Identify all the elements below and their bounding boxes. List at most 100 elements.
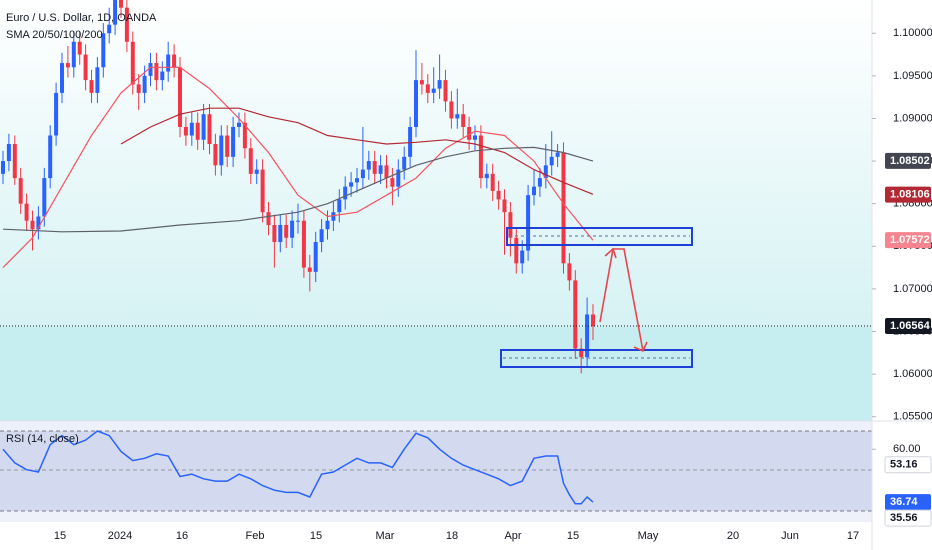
candle-body	[189, 122, 194, 136]
candle-body	[573, 280, 578, 349]
price-label: 36.74	[890, 496, 918, 508]
candle-body	[89, 80, 94, 93]
candle-body	[296, 220, 300, 222]
candle-body	[537, 178, 542, 187]
candle-body	[543, 165, 548, 179]
candle-body	[419, 80, 424, 85]
candle-body	[355, 178, 359, 183]
candle-body	[119, 0, 123, 8]
candle-body	[101, 33, 106, 68]
candle-body	[6, 144, 11, 162]
candle-body	[178, 67, 182, 127]
x-tick-label: Jun	[781, 530, 799, 542]
candle-body	[496, 190, 501, 200]
y-tick-label: 1.09500	[893, 70, 932, 82]
candle-body	[71, 41, 76, 68]
pane-background-low	[0, 327, 872, 421]
candle-body	[172, 54, 177, 68]
candle-body	[130, 41, 135, 85]
candle-body	[467, 126, 472, 140]
candle-body	[183, 126, 188, 136]
candle-body	[437, 80, 442, 89]
candle-body	[284, 224, 289, 238]
candle-body	[414, 80, 418, 127]
candle-body	[514, 237, 519, 264]
candle-body	[390, 178, 395, 187]
candle-body	[213, 144, 218, 166]
candle-body	[36, 216, 41, 230]
candle-body	[225, 135, 230, 157]
candle-body	[402, 156, 407, 170]
candle-body	[337, 199, 342, 213]
candle-body	[166, 54, 171, 72]
candle-body	[366, 161, 371, 170]
candle-body	[77, 41, 82, 55]
x-tick-label: 2024	[108, 530, 132, 542]
candle-body	[325, 220, 330, 230]
candle-body	[455, 114, 460, 119]
x-tick-label: Feb	[246, 530, 265, 542]
resistance-zone	[506, 227, 693, 246]
chart-title: Euro / U.S. Dollar, 1D, OANDA	[6, 12, 157, 24]
x-tick-label: 18	[446, 530, 458, 542]
candle-body	[396, 169, 401, 187]
candle-body	[360, 169, 365, 179]
price-label: 35.56	[890, 512, 918, 524]
candle-body	[48, 135, 53, 179]
moving-average	[120, 107, 594, 195]
candle-body	[42, 178, 47, 217]
rsi-title: RSI (14, close)	[6, 433, 79, 445]
candle-body	[290, 220, 295, 238]
candle-body	[443, 80, 448, 102]
candle-body	[248, 148, 253, 174]
price-label-box	[885, 186, 931, 203]
candle-body	[1, 161, 5, 174]
price-label: 1.06564	[890, 320, 931, 332]
rsi-line	[2, 430, 594, 505]
projection-arrows	[599, 247, 648, 353]
candle-body	[307, 267, 312, 272]
candle-body	[549, 156, 554, 166]
candle-body	[148, 63, 153, 76]
candle-body	[313, 242, 318, 272]
price-label: 53.16	[890, 459, 918, 471]
candle-body	[272, 224, 277, 243]
price-label-box	[884, 456, 932, 474]
candle-body	[136, 84, 141, 93]
candle-body	[260, 169, 265, 213]
candle-body	[343, 186, 348, 200]
candle-body	[585, 314, 590, 358]
candle-body	[107, 24, 112, 34]
x-tick-label: 15	[54, 530, 66, 542]
candle-body	[254, 169, 259, 174]
candle-body	[124, 7, 129, 42]
y-tick-label: 1.05500	[893, 411, 932, 423]
candle-body	[449, 101, 454, 119]
x-tick-label: 16	[176, 530, 188, 542]
support-zone	[500, 349, 693, 368]
candle-body	[567, 263, 572, 281]
candle-body	[18, 178, 23, 204]
candle-body	[24, 203, 29, 221]
candle-body	[473, 135, 477, 140]
candle-body	[484, 173, 489, 179]
axis-labels: 1.055001.060001.065001.070001.075001.080…	[54, 27, 932, 542]
candle-body	[201, 114, 206, 140]
candle-body	[384, 165, 389, 179]
candle-body	[54, 92, 59, 136]
candle-body	[431, 88, 436, 93]
candle-body	[372, 161, 377, 174]
pane-background	[0, 0, 872, 327]
arrow-head	[604, 247, 617, 259]
x-tick-label: 20	[727, 530, 739, 542]
candle-body	[207, 114, 212, 145]
candle-body	[490, 173, 495, 191]
candle-body	[408, 126, 413, 157]
candle-body	[591, 314, 595, 327]
candle-body	[30, 220, 35, 230]
arrow-head	[633, 341, 648, 353]
y-tick-label: 1.09000	[893, 112, 932, 124]
candle-body	[378, 165, 383, 174]
x-tick-label: Mar	[376, 530, 395, 542]
